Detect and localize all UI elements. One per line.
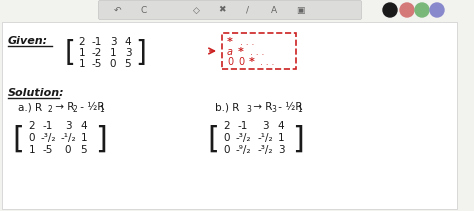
Text: /: / — [246, 5, 249, 15]
Text: -2: -2 — [92, 48, 102, 58]
Text: 3: 3 — [246, 104, 251, 114]
Circle shape — [400, 3, 414, 17]
Text: 2: 2 — [79, 37, 85, 47]
Text: - ½R: - ½R — [77, 102, 104, 112]
Text: 2: 2 — [48, 104, 53, 114]
Text: 1: 1 — [79, 59, 85, 69]
Text: -1: -1 — [92, 37, 102, 47]
FancyBboxPatch shape — [2, 22, 457, 209]
Text: 3: 3 — [271, 104, 276, 114]
Text: 0: 0 — [110, 59, 116, 69]
Text: b.) R: b.) R — [215, 102, 239, 112]
Text: . . .: . . . — [260, 58, 274, 66]
Text: 2: 2 — [73, 104, 78, 114]
Text: a.) R: a.) R — [18, 102, 42, 112]
Text: A: A — [271, 5, 277, 15]
Text: ◇: ◇ — [192, 5, 200, 15]
Text: 1: 1 — [99, 104, 104, 114]
Text: a: a — [227, 47, 233, 57]
Text: 1: 1 — [297, 104, 302, 114]
Text: ▣: ▣ — [296, 5, 304, 15]
Text: -⁹/₂: -⁹/₂ — [235, 145, 251, 155]
Text: . . .: . . . — [240, 38, 254, 46]
Circle shape — [430, 3, 444, 17]
Text: -³/₂: -³/₂ — [40, 133, 56, 143]
Text: 2: 2 — [29, 121, 35, 131]
Circle shape — [383, 3, 397, 17]
Text: *: * — [227, 37, 233, 47]
Text: -1: -1 — [238, 121, 248, 131]
Text: 4: 4 — [278, 121, 284, 131]
Text: [: [ — [12, 124, 24, 153]
Text: -¹/₂: -¹/₂ — [257, 133, 273, 143]
Text: ↶: ↶ — [114, 5, 122, 15]
Text: -¹/₂: -¹/₂ — [60, 133, 76, 143]
Text: . . .: . . . — [250, 47, 264, 57]
Text: 0: 0 — [65, 145, 71, 155]
Text: → R: → R — [52, 102, 74, 112]
Text: 0: 0 — [224, 145, 230, 155]
Text: ]: ] — [95, 124, 107, 153]
Text: ]: ] — [292, 124, 304, 153]
FancyBboxPatch shape — [99, 0, 362, 19]
Text: 1: 1 — [29, 145, 35, 155]
Text: 0: 0 — [224, 133, 230, 143]
Text: 1: 1 — [109, 48, 116, 58]
Text: [: [ — [207, 124, 219, 153]
Text: - ½R: - ½R — [275, 102, 302, 112]
Text: 3: 3 — [278, 145, 284, 155]
Text: ✖: ✖ — [218, 5, 226, 15]
Text: *: * — [238, 47, 244, 57]
Text: ]: ] — [136, 39, 146, 67]
Text: *: * — [249, 57, 255, 67]
Text: Solution:: Solution: — [8, 88, 64, 98]
Text: [: [ — [64, 39, 75, 67]
Text: -³/₂: -³/₂ — [235, 133, 251, 143]
Text: → R: → R — [250, 102, 273, 112]
Text: -³/₂: -³/₂ — [257, 145, 273, 155]
Text: 4: 4 — [81, 121, 87, 131]
Text: 3: 3 — [64, 121, 71, 131]
Text: 3: 3 — [109, 37, 116, 47]
Text: -1: -1 — [43, 121, 53, 131]
Circle shape — [415, 3, 429, 17]
Text: 1: 1 — [81, 133, 87, 143]
Text: 1: 1 — [79, 48, 85, 58]
Text: -5: -5 — [43, 145, 53, 155]
Text: -5: -5 — [92, 59, 102, 69]
Text: 3: 3 — [125, 48, 131, 58]
Text: 0: 0 — [29, 133, 35, 143]
Text: 0: 0 — [238, 57, 244, 67]
Text: 5: 5 — [81, 145, 87, 155]
Text: Given:: Given: — [8, 36, 48, 46]
Text: C: C — [141, 5, 147, 15]
Text: 1: 1 — [278, 133, 284, 143]
Text: 5: 5 — [125, 59, 131, 69]
Text: 2: 2 — [224, 121, 230, 131]
Text: 3: 3 — [262, 121, 268, 131]
Text: 0: 0 — [227, 57, 233, 67]
Text: 4: 4 — [125, 37, 131, 47]
